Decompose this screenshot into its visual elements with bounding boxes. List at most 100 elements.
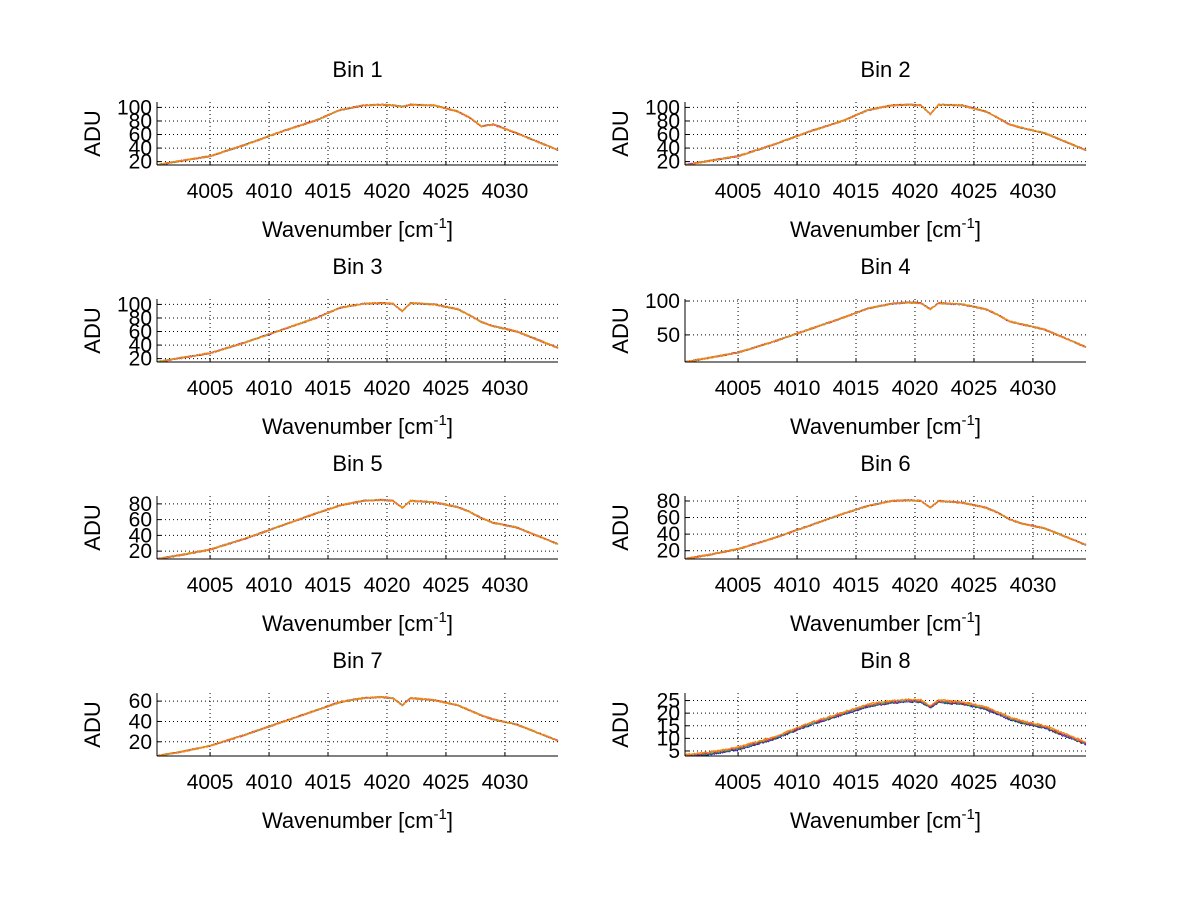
y-axis-label: ADU <box>80 504 105 550</box>
x-axis-label-end: ] <box>447 808 453 833</box>
series-line-7 <box>156 103 559 166</box>
y-tick-label: 20 <box>129 731 152 754</box>
subplot-bin-1: Bin 1 4005 4010 4015 4020 4025 4030 20406080100… <box>80 57 559 242</box>
subplot-title: Bin 4 <box>860 254 910 279</box>
x-tick-label: 4005 <box>187 771 234 794</box>
x-tick-label: 4015 <box>305 180 352 203</box>
y-axis-label: ADU <box>608 701 633 747</box>
x-tick-label: 4020 <box>892 771 939 794</box>
x-tick-label: 4030 <box>1010 771 1057 794</box>
x-tick-label: 4030 <box>482 377 529 400</box>
x-tick-label: 4010 <box>774 180 821 203</box>
subplot-title: Bin 7 <box>332 648 382 673</box>
x-tick-label: 4005 <box>715 574 762 597</box>
x-axis-label-main: Wavenumber [cm <box>790 611 962 636</box>
x-axis-label-end: ] <box>975 808 981 833</box>
y-tick-label: 40 <box>129 137 152 160</box>
subplot-title: Bin 2 <box>860 57 910 82</box>
x-tick-label: 4005 <box>187 574 234 597</box>
y-tick-label: 100 <box>645 96 680 119</box>
x-tick-label: 4015 <box>833 377 880 400</box>
x-axis-label-end: ] <box>447 611 453 636</box>
series-line-7 <box>156 695 559 757</box>
y-axis-label: ADU <box>80 307 105 353</box>
y-tick-label: 40 <box>129 524 152 547</box>
x-tick-label: 4015 <box>305 377 352 400</box>
x-axis-label-superscript: -1 <box>962 806 975 823</box>
y-tick-label: 100 <box>117 96 152 119</box>
x-tick-label: 4010 <box>774 377 821 400</box>
y-tick-label: 20 <box>129 151 152 174</box>
x-axis-label-superscript: -1 <box>434 609 447 626</box>
y-axis-label: ADU <box>80 110 105 156</box>
x-tick-label: 4010 <box>774 574 821 597</box>
y-tick-label: 20 <box>129 540 152 563</box>
x-tick-label: 4020 <box>892 574 939 597</box>
x-tick-label: 4005 <box>187 180 234 203</box>
x-axis-label-superscript: -1 <box>962 609 975 626</box>
x-tick-label: 4020 <box>364 574 411 597</box>
y-tick-label: 40 <box>657 137 680 160</box>
y-tick-label: 100 <box>117 293 152 316</box>
x-tick-label: 4020 <box>364 771 411 794</box>
y-tick-label: 40 <box>129 334 152 357</box>
x-axis-label-superscript: -1 <box>434 806 447 823</box>
y-tick-label: 60 <box>129 124 152 147</box>
x-axis-label-main: Wavenumber [cm <box>262 808 434 833</box>
x-axis-label-end: ] <box>975 414 981 439</box>
x-axis-label-main: Wavenumber [cm <box>790 808 962 833</box>
y-tick-label: 20 <box>657 151 680 174</box>
x-tick-label: 4025 <box>423 180 470 203</box>
x-axis-label-end: ] <box>975 611 981 636</box>
x-axis-label-superscript: -1 <box>962 215 975 232</box>
x-tick-label: 4010 <box>246 574 293 597</box>
x-tick-label: 4015 <box>305 771 352 794</box>
x-tick-label: 4030 <box>1010 574 1057 597</box>
x-axis-label: Wavenumber [cm-1] <box>790 412 981 439</box>
y-tick-label: 5 <box>668 740 680 763</box>
x-tick-label: 4020 <box>892 377 939 400</box>
x-tick-label: 4005 <box>715 180 762 203</box>
x-axis-label-superscript: -1 <box>434 412 447 429</box>
y-axis-label: ADU <box>608 307 633 353</box>
x-axis-label-end: ] <box>975 217 981 242</box>
series-line-7 <box>156 498 558 560</box>
x-tick-label: 4025 <box>951 377 998 400</box>
x-tick-label: 4015 <box>833 180 880 203</box>
y-tick-label: 40 <box>129 710 152 733</box>
x-tick-label: 4025 <box>423 771 470 794</box>
series-line-7 <box>685 498 1087 560</box>
y-tick-label: 60 <box>129 509 152 532</box>
x-axis-label: Wavenumber [cm-1] <box>790 806 981 833</box>
x-tick-label: 4005 <box>715 377 762 400</box>
x-axis-label-main: Wavenumber [cm <box>790 217 962 242</box>
subplot-title: Bin 8 <box>860 648 910 673</box>
x-tick-label: 4030 <box>1010 377 1057 400</box>
y-tick-label: 80 <box>129 307 152 330</box>
x-tick-label: 4010 <box>774 771 821 794</box>
x-axis-label: Wavenumber [cm-1] <box>262 609 453 636</box>
y-tick-label: 60 <box>129 690 152 713</box>
x-tick-label: 4015 <box>833 574 880 597</box>
x-tick-label: 4010 <box>246 377 293 400</box>
y-tick-label: 50 <box>657 324 680 347</box>
x-tick-label: 4020 <box>364 180 411 203</box>
x-tick-label: 4020 <box>892 180 939 203</box>
x-axis-label-end: ] <box>447 217 453 242</box>
x-tick-label: 4010 <box>246 180 293 203</box>
x-tick-label: 4025 <box>951 180 998 203</box>
subplot-bin-3: Bin 3 4005 4010 4015 4020 4025 4030 20406080100… <box>80 254 559 439</box>
x-tick-label: 4030 <box>482 574 529 597</box>
x-axis-label-superscript: -1 <box>962 412 975 429</box>
x-tick-label: 4005 <box>715 771 762 794</box>
x-tick-label: 4005 <box>187 377 234 400</box>
x-axis-label-main: Wavenumber [cm <box>262 217 434 242</box>
x-tick-label: 4020 <box>364 377 411 400</box>
x-tick-label: 4015 <box>305 574 352 597</box>
series-line-7 <box>684 697 1087 757</box>
x-axis-label-main: Wavenumber [cm <box>262 611 434 636</box>
x-axis-label: Wavenumber [cm-1] <box>262 806 453 833</box>
x-axis-label: Wavenumber [cm-1] <box>262 412 453 439</box>
